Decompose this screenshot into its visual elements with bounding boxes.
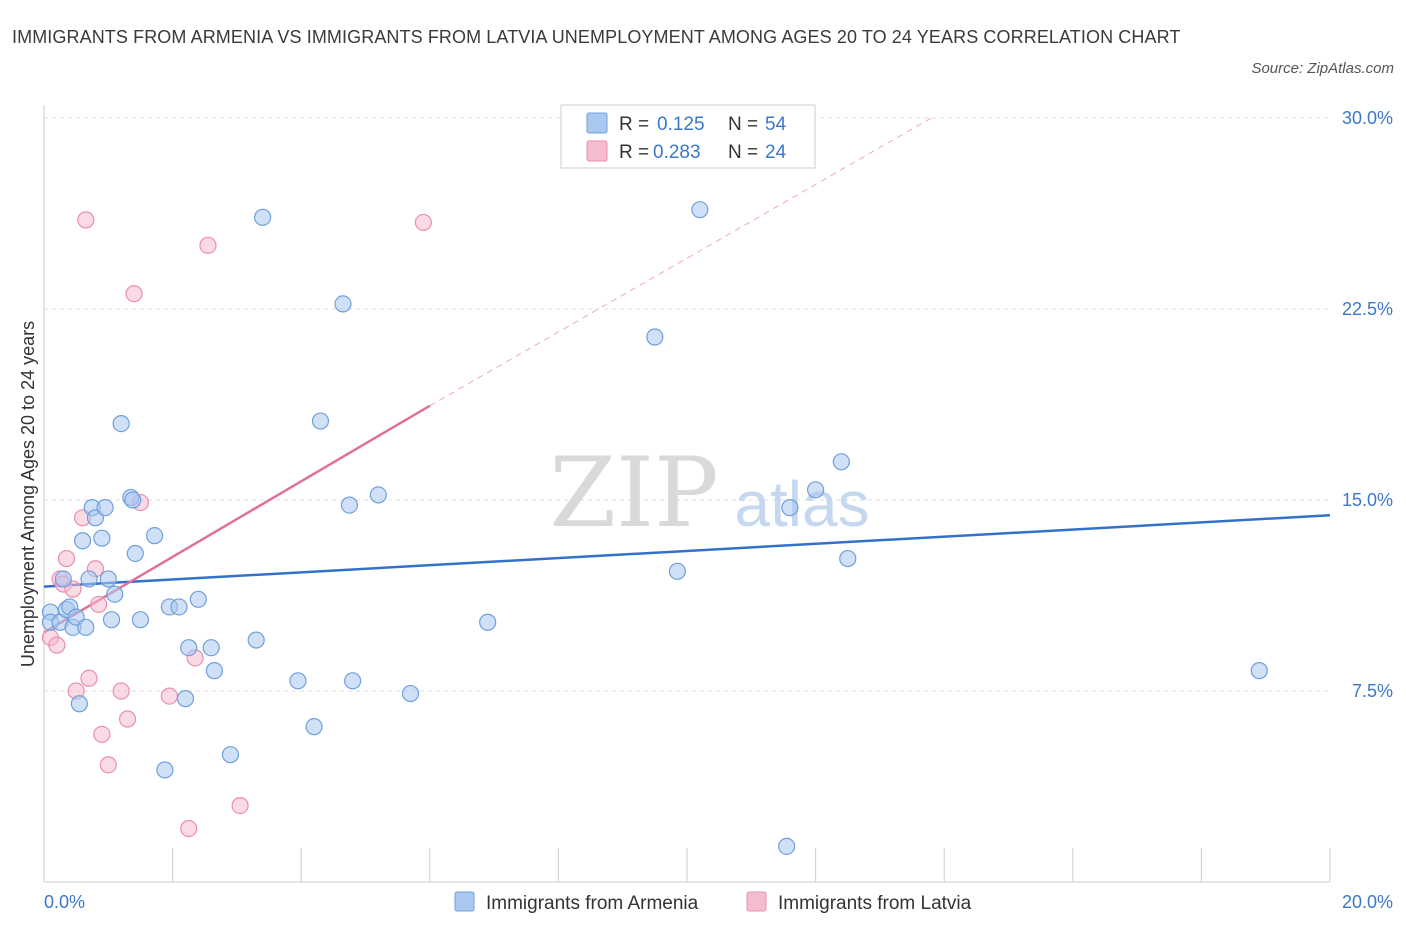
point-armenia	[176, 690, 195, 708]
point-latvia	[112, 682, 130, 700]
data-points	[41, 201, 1268, 855]
x-tick-label-max: 20.0%	[1342, 892, 1393, 912]
point-armenia	[99, 570, 117, 588]
stats-n-label-armenia: N =	[728, 114, 758, 135]
legend-swatch-armenia	[454, 891, 475, 912]
point-armenia	[1250, 662, 1268, 680]
trend-lines	[43, 117, 1331, 634]
stats-n-value-latvia: 24	[765, 142, 787, 163]
trend-line-latvia-extension	[429, 117, 932, 407]
point-armenia	[479, 613, 497, 631]
point-armenia	[401, 684, 420, 703]
point-armenia	[305, 718, 323, 736]
point-armenia	[202, 639, 220, 657]
grid-lines	[44, 117, 1330, 692]
trend-line-armenia	[43, 514, 1331, 588]
point-armenia	[73, 532, 92, 550]
point-latvia	[80, 669, 98, 687]
point-armenia	[781, 499, 799, 517]
legend-label-armenia: Immigrants from Armenia	[486, 893, 699, 914]
x-tick-marks	[172, 848, 1331, 882]
point-latvia	[48, 636, 66, 654]
point-armenia	[106, 585, 124, 603]
legend-swatch-latvia	[746, 891, 767, 912]
point-latvia	[414, 213, 432, 232]
point-armenia	[112, 415, 130, 433]
point-latvia	[125, 285, 143, 303]
point-latvia	[199, 236, 217, 254]
point-armenia	[646, 328, 664, 346]
stats-r-label-armenia: R =	[619, 114, 649, 135]
point-armenia	[70, 695, 88, 713]
stats-legend-swatch-armenia	[586, 112, 608, 134]
point-armenia	[221, 746, 240, 764]
y-tick-label-1: 15.0%	[1342, 490, 1393, 510]
point-armenia	[170, 598, 188, 616]
stats-legend-swatch-latvia	[586, 140, 608, 162]
point-armenia	[247, 631, 265, 649]
point-latvia	[93, 725, 111, 743]
stats-r-value-latvia: 0.283	[653, 142, 701, 163]
point-armenia	[340, 496, 359, 514]
stats-r-value-armenia: 0.125	[657, 114, 705, 135]
point-armenia	[806, 481, 825, 499]
stats-n-value-armenia: 54	[765, 114, 787, 135]
point-latvia	[231, 796, 249, 815]
watermark-atlas: atlas	[734, 468, 869, 540]
point-armenia	[54, 570, 72, 588]
bottom-legend: Immigrants from Armenia Immigrants from …	[454, 891, 972, 914]
point-armenia	[145, 527, 164, 545]
point-armenia	[254, 208, 272, 226]
point-armenia	[205, 662, 223, 680]
point-armenia	[131, 611, 150, 629]
point-armenia	[93, 529, 111, 547]
point-latvia	[180, 819, 198, 838]
watermark-zip: ZIP	[549, 437, 718, 549]
point-armenia	[334, 295, 352, 313]
point-armenia	[180, 639, 198, 657]
point-latvia	[77, 211, 95, 229]
y-axis-label: Unemployment Among Ages 20 to 24 years	[18, 321, 38, 667]
stats-legend: R = 0.125 N = 54 R = 0.283 N = 24	[560, 104, 816, 169]
point-armenia	[778, 837, 796, 855]
y-tick-label-2: 22.5%	[1342, 299, 1393, 319]
point-armenia	[96, 499, 114, 517]
point-latvia	[118, 710, 137, 728]
point-armenia	[832, 453, 850, 471]
y-tick-label-0: 7.5%	[1352, 681, 1393, 701]
point-armenia	[156, 761, 174, 779]
point-armenia	[102, 611, 121, 629]
point-armenia	[77, 618, 95, 636]
point-armenia	[344, 672, 362, 690]
stats-r-label-latvia: R =	[619, 142, 649, 163]
point-armenia	[126, 544, 144, 563]
chart-source: Source: ZipAtlas.com	[1251, 60, 1394, 77]
y-tick-labels: 7.5% 15.0% 22.5% 30.0%	[1342, 108, 1393, 701]
point-armenia	[839, 549, 857, 568]
chart-title: IMMIGRANTS FROM ARMENIA VS IMMIGRANTS FR…	[12, 27, 1181, 47]
point-armenia	[124, 491, 142, 509]
point-latvia	[99, 756, 117, 774]
y-tick-label-3: 30.0%	[1342, 108, 1393, 128]
point-latvia	[90, 595, 108, 614]
stats-n-label-latvia: N =	[728, 142, 758, 163]
point-armenia	[668, 562, 686, 580]
point-latvia	[160, 687, 178, 705]
point-armenia	[80, 570, 98, 588]
x-tick-label-min: 0.0%	[44, 892, 85, 912]
point-armenia	[311, 412, 330, 430]
point-armenia	[289, 672, 307, 690]
point-armenia	[691, 201, 709, 219]
legend-label-latvia: Immigrants from Latvia	[778, 893, 972, 914]
point-latvia	[57, 549, 76, 568]
point-armenia	[189, 590, 207, 608]
point-armenia	[369, 486, 387, 504]
